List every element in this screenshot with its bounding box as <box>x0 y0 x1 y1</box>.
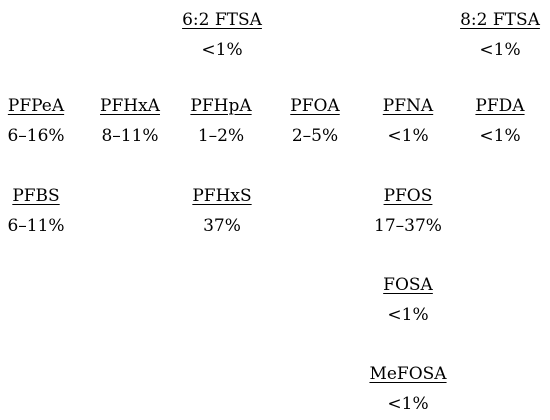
compound-percent: 6–16% <box>7 126 65 146</box>
compound-name: MeFOSA <box>369 364 447 384</box>
compound-name: 6:2 FTSA <box>182 10 262 30</box>
compound-name: PFHxA <box>100 96 160 116</box>
compound-fosa: FOSA <1% <box>353 275 463 325</box>
compound-percent: <1% <box>479 40 521 60</box>
compound-6-2-ftsa: 6:2 FTSA <1% <box>167 10 277 60</box>
compound-name: PFBS <box>12 186 60 206</box>
compound-name: 8:2 FTSA <box>460 10 540 30</box>
compound-pfpea: PFPeA 6–16% <box>0 96 91 146</box>
compound-pfhxs: PFHxS 37% <box>167 186 277 236</box>
compound-percent: 8–11% <box>101 126 159 146</box>
compound-mefosa: MeFOSA <1% <box>353 364 463 414</box>
compound-pfos: PFOS 17–37% <box>353 186 463 236</box>
compound-percent: 17–37% <box>374 216 442 236</box>
compound-name: PFHpA <box>190 96 252 116</box>
compound-name: PFNA <box>382 96 434 116</box>
compound-name: FOSA <box>383 275 433 295</box>
compound-pfoa: PFOA 2–5% <box>260 96 370 146</box>
compound-name: PFHxS <box>192 186 252 206</box>
compound-8-2-ftsa: 8:2 FTSA <1% <box>445 10 550 60</box>
compound-pfbs: PFBS 6–11% <box>0 186 91 236</box>
compound-pfda: PFDA <1% <box>445 96 550 146</box>
compound-percent: 37% <box>203 216 241 236</box>
compound-pfhxa: PFHxA 8–11% <box>75 96 185 146</box>
compound-name: PFPeA <box>7 96 65 116</box>
compound-percent: 1–2% <box>197 126 245 146</box>
compound-pfhpa: PFHpA 1–2% <box>166 96 276 146</box>
compound-pfna: PFNA <1% <box>353 96 463 146</box>
compound-percent: <1% <box>387 126 429 146</box>
compound-percent: <1% <box>387 305 429 325</box>
compound-percent: 2–5% <box>291 126 339 146</box>
compound-percent: <1% <box>387 394 429 414</box>
compound-name: PFDA <box>475 96 525 116</box>
compound-name: PFOA <box>290 96 340 116</box>
compound-percent: <1% <box>201 40 243 60</box>
compound-percent: 6–11% <box>7 216 65 236</box>
compound-percent: <1% <box>479 126 521 146</box>
compound-name: PFOS <box>383 186 433 206</box>
